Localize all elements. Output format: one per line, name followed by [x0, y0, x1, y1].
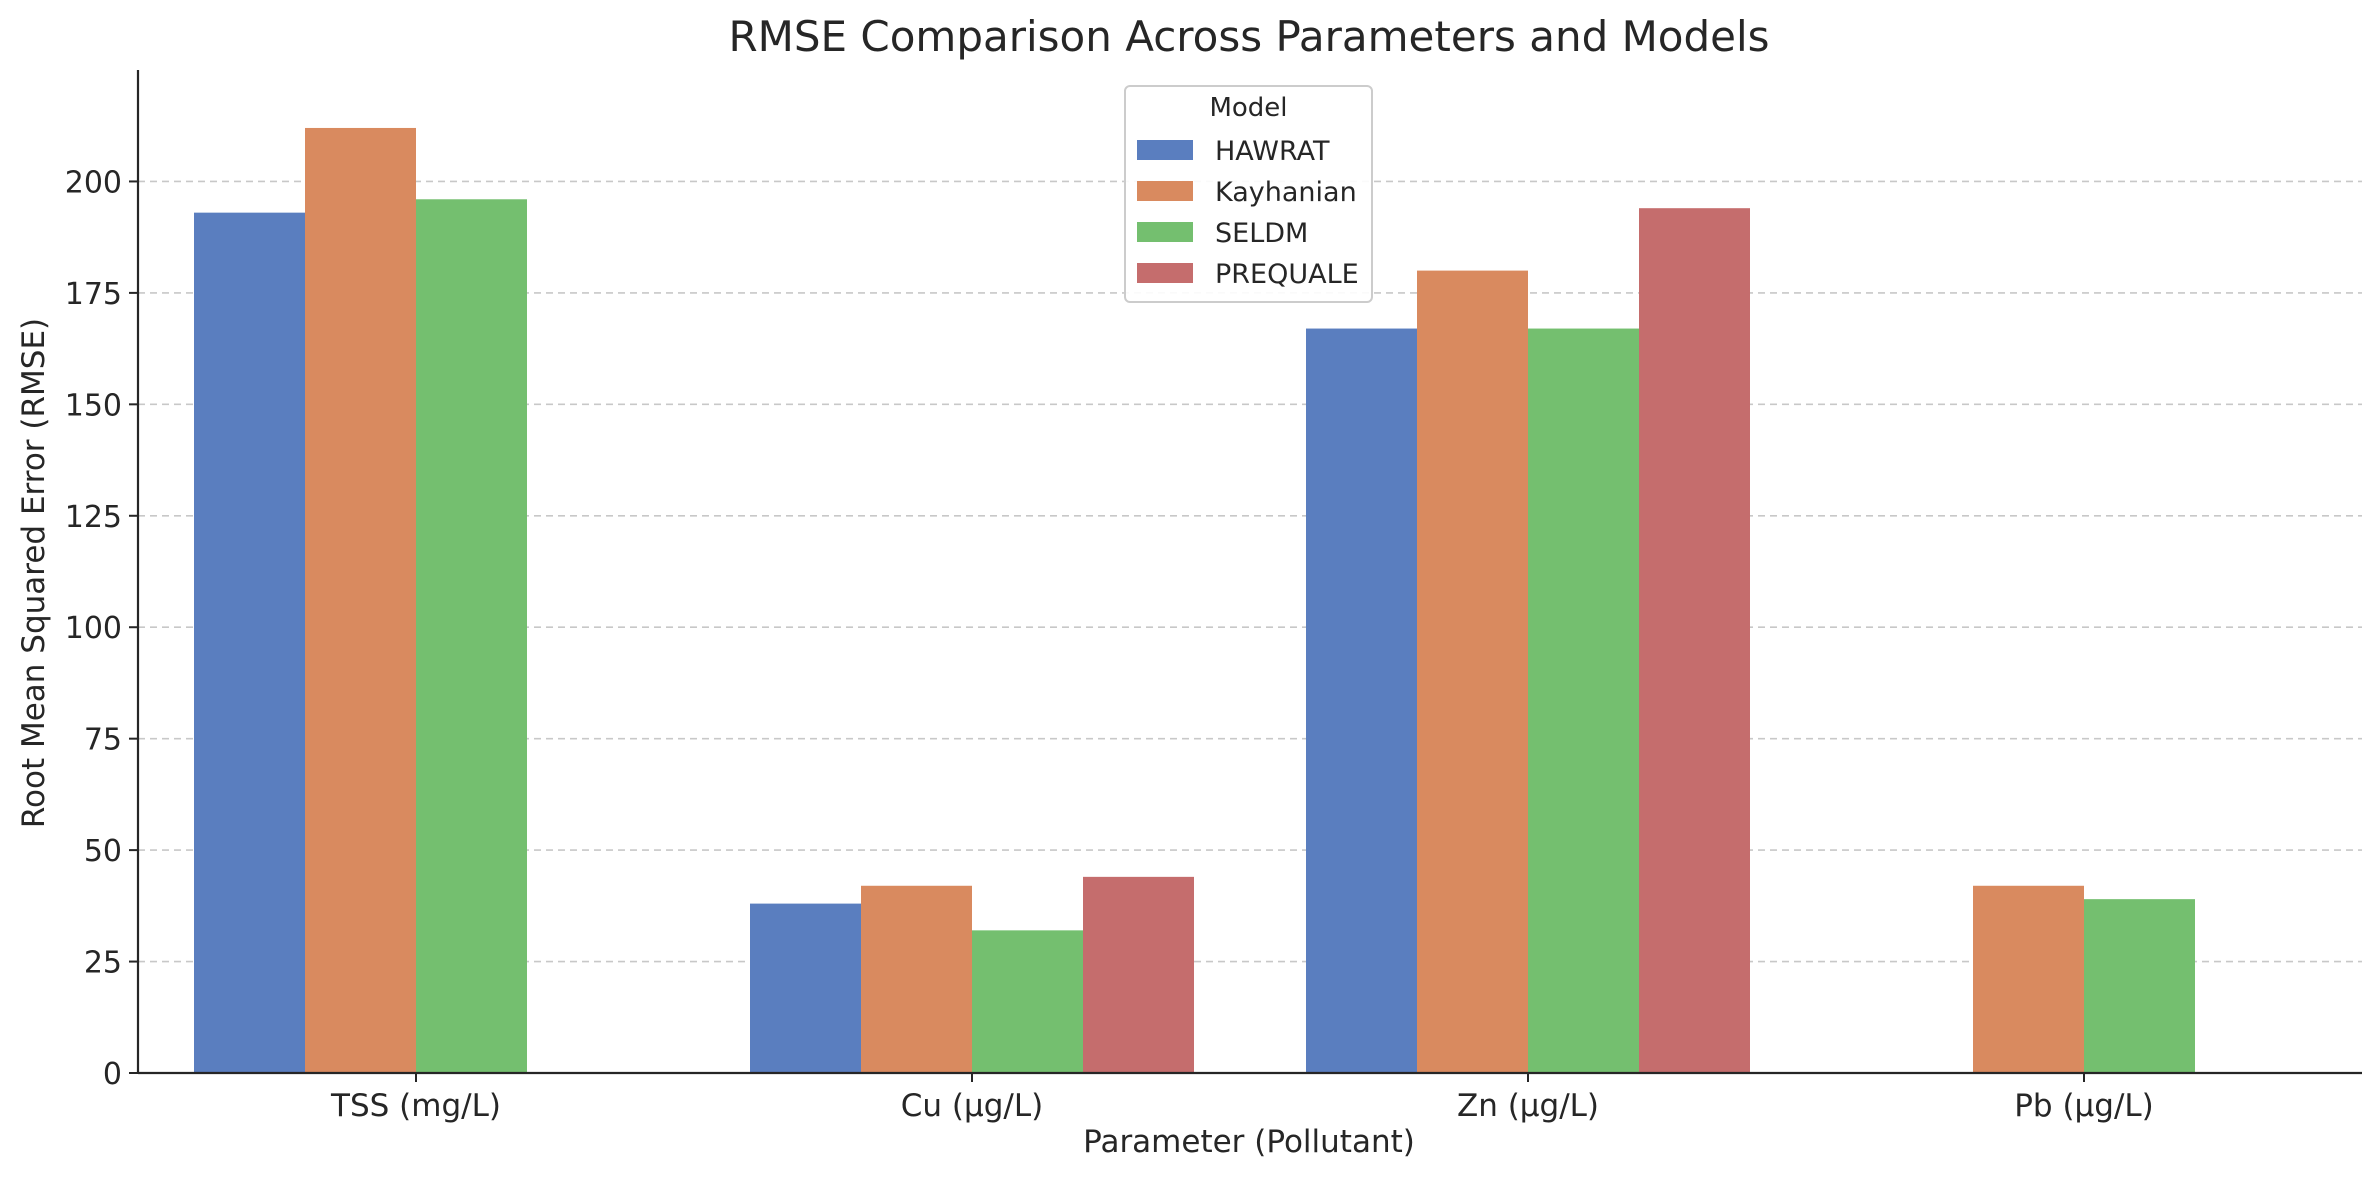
legend-swatch-kayhanian [1137, 181, 1193, 201]
x-tick-label: Pb (µg/L) [2014, 1088, 2154, 1124]
bar-prequale-3 [1639, 208, 1750, 1074]
y-tick-label: 25 [84, 946, 122, 981]
x-tick-label: TSS (mg/L) [330, 1088, 501, 1124]
legend: Model HAWRAT Kayhanian SELDM PREQUALE [1124, 85, 1373, 303]
legend-label-hawrat: HAWRAT [1215, 136, 1330, 167]
bar-prequale-2 [1083, 876, 1194, 1073]
x-tick-label: Cu (µg/L) [901, 1088, 1043, 1124]
bar-hawrat-2 [750, 903, 861, 1073]
bar-hawrat-1 [194, 212, 305, 1073]
legend-title: Model [1209, 93, 1287, 123]
legend-swatch-seldm [1137, 222, 1193, 242]
axes: 0 25 50 75 100 125 150 175 200 TSS (mg/L) Cu (µg/L… [65, 70, 2362, 1124]
bar-kayhanian-2 [861, 885, 972, 1073]
legend-label-seldm: SELDM [1215, 218, 1308, 249]
bar-seldm-2 [972, 930, 1083, 1073]
x-tick-label: Zn (µg/L) [1457, 1088, 1599, 1124]
y-tick-label: 50 [84, 834, 122, 869]
x-axis-label: Parameter (Pollutant) [1083, 1124, 1415, 1160]
bar-kayhanian-3 [1417, 270, 1528, 1074]
y-axis-label: Root Mean Squared Error (RMSE) [16, 318, 52, 828]
bar-seldm-1 [416, 199, 527, 1073]
y-tick-label: 100 [65, 611, 122, 646]
chart-title: RMSE Comparison Across Parameters and Mo… [728, 12, 1769, 61]
y-tick-label: 0 [103, 1057, 122, 1092]
y-tick-label: 75 [84, 723, 122, 758]
y-tick-label: 150 [65, 388, 122, 423]
bars [194, 127, 2195, 1074]
bar-kayhanian-1 [305, 127, 416, 1073]
bar-seldm-3 [1528, 328, 1639, 1073]
y-tick-label: 175 [65, 277, 122, 312]
legend-label-kayhanian: Kayhanian [1215, 177, 1357, 208]
bar-hawrat-3 [1306, 328, 1417, 1073]
bar-kayhanian-4 [1973, 885, 2084, 1073]
legend-swatch-hawrat [1137, 140, 1193, 160]
y-tick-label: 125 [65, 500, 122, 535]
y-tick-label: 200 [65, 165, 122, 200]
bar-seldm-4 [2084, 899, 2195, 1073]
legend-swatch-prequale [1137, 263, 1193, 283]
legend-label-prequale: PREQUALE [1215, 259, 1359, 290]
